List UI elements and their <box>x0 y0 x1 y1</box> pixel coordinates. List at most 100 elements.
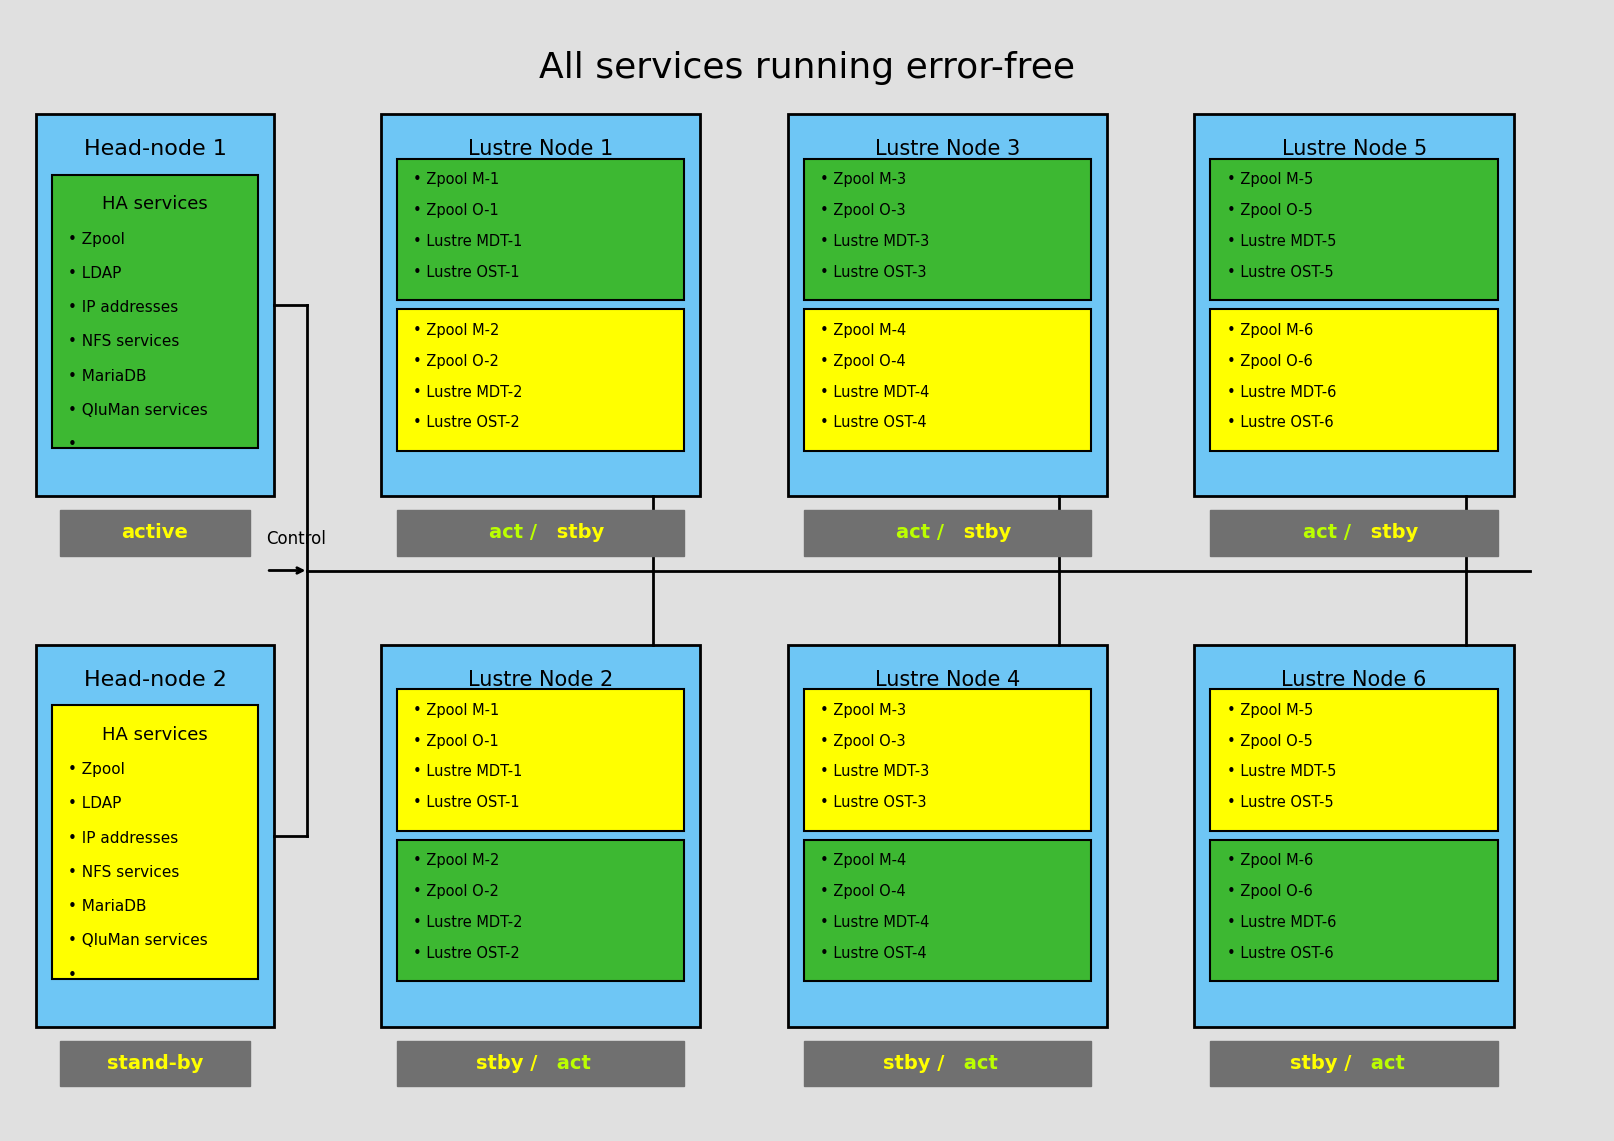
Text: stby: stby <box>1364 524 1419 542</box>
Text: • Zpool M-5: • Zpool M-5 <box>1227 703 1312 718</box>
Text: • Lustre OST-3: • Lustre OST-3 <box>820 795 926 810</box>
Text: act /: act / <box>489 524 537 542</box>
Text: • Zpool M-6: • Zpool M-6 <box>1227 853 1312 868</box>
Text: stand-by: stand-by <box>107 1054 203 1073</box>
Text: Lustre Node 3: Lustre Node 3 <box>875 139 1020 160</box>
Text: • Lustre OST-1: • Lustre OST-1 <box>413 265 520 280</box>
Bar <box>36 645 274 1027</box>
Text: • Zpool O-2: • Zpool O-2 <box>413 354 499 369</box>
Text: • Lustre MDT-4: • Lustre MDT-4 <box>820 385 930 399</box>
Text: • Lustre OST-6: • Lustre OST-6 <box>1227 415 1333 430</box>
Text: • LDAP: • LDAP <box>68 796 121 811</box>
Bar <box>60 510 250 556</box>
Text: • Zpool M-4: • Zpool M-4 <box>820 853 905 868</box>
Text: act /: act / <box>896 524 944 542</box>
Bar <box>1210 159 1498 300</box>
Text: • Zpool M-2: • Zpool M-2 <box>413 853 500 868</box>
Text: • Zpool M-6: • Zpool M-6 <box>1227 323 1312 338</box>
Bar <box>1210 689 1498 831</box>
Text: • Zpool O-3: • Zpool O-3 <box>820 734 905 748</box>
Text: stby: stby <box>957 524 1012 542</box>
Text: Lustre Node 4: Lustre Node 4 <box>875 670 1020 690</box>
Text: • MariaDB: • MariaDB <box>68 899 147 914</box>
Text: • Lustre MDT-1: • Lustre MDT-1 <box>413 234 523 249</box>
Text: • Lustre MDT-1: • Lustre MDT-1 <box>413 764 523 779</box>
Text: • Zpool O-4: • Zpool O-4 <box>820 884 905 899</box>
Text: Lustre Node 1: Lustre Node 1 <box>468 139 613 160</box>
Text: • Zpool O-5: • Zpool O-5 <box>1227 203 1312 218</box>
Bar <box>804 1041 1091 1086</box>
Bar <box>397 309 684 451</box>
Bar <box>804 689 1091 831</box>
Text: Lustre Node 6: Lustre Node 6 <box>1282 670 1427 690</box>
Text: • Lustre MDT-3: • Lustre MDT-3 <box>820 764 930 779</box>
Bar <box>1210 1041 1498 1086</box>
Text: active: active <box>121 524 189 542</box>
Text: • Lustre OST-4: • Lustre OST-4 <box>820 946 926 961</box>
Text: stby: stby <box>550 524 605 542</box>
Text: • Lustre MDT-5: • Lustre MDT-5 <box>1227 234 1336 249</box>
Text: • Lustre MDT-6: • Lustre MDT-6 <box>1227 385 1336 399</box>
Text: • Lustre OST-1: • Lustre OST-1 <box>413 795 520 810</box>
Text: • Lustre OST-2: • Lustre OST-2 <box>413 415 520 430</box>
Text: • Zpool M-1: • Zpool M-1 <box>413 172 499 187</box>
Text: • Lustre OST-4: • Lustre OST-4 <box>820 415 926 430</box>
Bar <box>1194 645 1514 1027</box>
Text: • Lustre MDT-2: • Lustre MDT-2 <box>413 385 523 399</box>
Text: stby /: stby / <box>476 1054 537 1073</box>
Text: • IP addresses: • IP addresses <box>68 300 178 315</box>
Text: • Lustre MDT-2: • Lustre MDT-2 <box>413 915 523 930</box>
Text: • Lustre MDT-3: • Lustre MDT-3 <box>820 234 930 249</box>
Bar <box>804 840 1091 981</box>
Bar <box>60 1041 250 1086</box>
Text: • IP addresses: • IP addresses <box>68 831 178 845</box>
Text: • Zpool O-3: • Zpool O-3 <box>820 203 905 218</box>
Text: • MariaDB: • MariaDB <box>68 369 147 383</box>
Bar <box>1210 510 1498 556</box>
Text: • NFS services: • NFS services <box>68 334 179 349</box>
Text: Head-node 1: Head-node 1 <box>84 139 226 160</box>
Text: • ...: • ... <box>68 968 97 982</box>
Text: stby /: stby / <box>1290 1054 1351 1073</box>
Bar <box>804 510 1091 556</box>
Bar <box>804 159 1091 300</box>
Text: • Lustre OST-3: • Lustre OST-3 <box>820 265 926 280</box>
Bar <box>1210 840 1498 981</box>
Text: • Zpool: • Zpool <box>68 762 124 777</box>
Bar <box>804 309 1091 451</box>
Bar <box>397 510 684 556</box>
Text: • Lustre OST-2: • Lustre OST-2 <box>413 946 520 961</box>
Text: HA services: HA services <box>102 195 208 213</box>
Bar <box>36 114 274 496</box>
Text: • Lustre MDT-5: • Lustre MDT-5 <box>1227 764 1336 779</box>
Text: • ...: • ... <box>68 437 97 452</box>
Text: • Zpool M-4: • Zpool M-4 <box>820 323 905 338</box>
Bar <box>397 840 684 981</box>
Text: • Zpool M-5: • Zpool M-5 <box>1227 172 1312 187</box>
Text: • QluMan services: • QluMan services <box>68 933 208 948</box>
Text: • Lustre MDT-6: • Lustre MDT-6 <box>1227 915 1336 930</box>
Bar <box>52 705 258 979</box>
Bar <box>788 114 1107 496</box>
Text: • Zpool O-6: • Zpool O-6 <box>1227 884 1312 899</box>
Text: • Zpool M-2: • Zpool M-2 <box>413 323 500 338</box>
Bar <box>381 114 700 496</box>
Text: act: act <box>957 1054 997 1073</box>
Bar <box>397 1041 684 1086</box>
Text: • NFS services: • NFS services <box>68 865 179 880</box>
Bar <box>1210 309 1498 451</box>
Text: act: act <box>550 1054 591 1073</box>
Text: • Zpool O-4: • Zpool O-4 <box>820 354 905 369</box>
Bar <box>397 689 684 831</box>
Text: • Zpool O-2: • Zpool O-2 <box>413 884 499 899</box>
Text: Control: Control <box>266 529 326 548</box>
Bar <box>52 175 258 448</box>
Text: • Lustre MDT-4: • Lustre MDT-4 <box>820 915 930 930</box>
Text: Lustre Node 5: Lustre Node 5 <box>1282 139 1427 160</box>
Bar <box>381 645 700 1027</box>
Bar <box>788 645 1107 1027</box>
Text: • Zpool M-1: • Zpool M-1 <box>413 703 499 718</box>
Text: • Lustre OST-5: • Lustre OST-5 <box>1227 265 1333 280</box>
Text: act /: act / <box>1302 524 1351 542</box>
Bar <box>1194 114 1514 496</box>
